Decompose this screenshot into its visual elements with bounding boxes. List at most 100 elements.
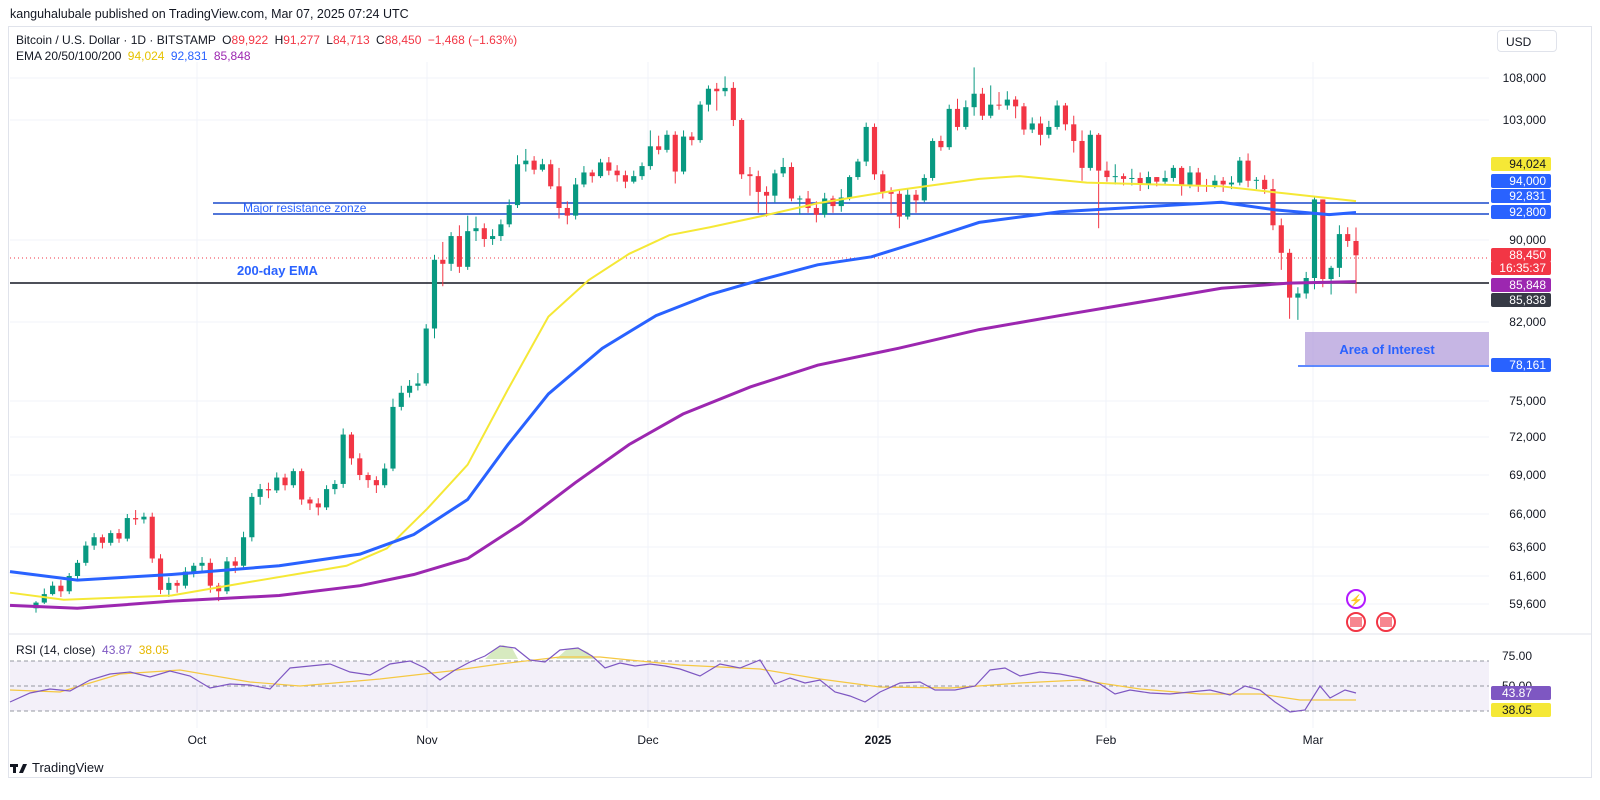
- candle-body: [855, 161, 861, 178]
- candle-body: [680, 136, 687, 172]
- candle-body: [780, 166, 786, 174]
- price-axis-label: 82,000: [1509, 315, 1546, 329]
- event-icons: ⚡: [1346, 589, 1396, 632]
- candle-body: [91, 537, 97, 546]
- price-tag-label: 16:35:37: [1499, 261, 1546, 275]
- candle-body: [149, 516, 155, 559]
- candle-body: [1253, 179, 1259, 181]
- symbol-name[interactable]: Bitcoin / U.S. Dollar · 1D · BITSTAMP: [16, 33, 216, 47]
- ema-value-3: 85,848: [213, 49, 251, 63]
- candle-body: [556, 186, 562, 208]
- candle-body: [1295, 293, 1301, 298]
- candle-body: [1353, 240, 1359, 256]
- candle-body: [1029, 123, 1035, 130]
- candle-body: [1278, 225, 1284, 253]
- candle-body: [191, 565, 197, 572]
- candle-body: [141, 516, 147, 520]
- candle-body: [390, 406, 396, 469]
- candle-body: [772, 173, 778, 196]
- ema-100-line: [9, 200, 1357, 582]
- time-axis-label: Oct: [188, 733, 207, 747]
- candle-body: [664, 134, 670, 150]
- candle-body: [589, 172, 595, 177]
- candle-body: [166, 582, 172, 590]
- candle-body: [1129, 177, 1135, 179]
- candle-body: [1336, 234, 1342, 268]
- candle-body: [506, 205, 512, 225]
- rsi-label[interactable]: RSI (14, close): [16, 643, 96, 657]
- candle-body: [1303, 278, 1309, 294]
- candle-body: [1187, 172, 1193, 185]
- candle-body: [656, 146, 662, 150]
- currency-selector[interactable]: USD: [1497, 30, 1557, 52]
- candle-body: [739, 120, 745, 175]
- candle-body: [1137, 177, 1143, 185]
- area-of-interest-box: [1305, 332, 1489, 365]
- price-tag: [1491, 261, 1551, 275]
- candle-body: [996, 104, 1002, 106]
- candle-body: [705, 88, 712, 105]
- price-axis-label: 61,600: [1509, 569, 1546, 583]
- ema-legend-label[interactable]: EMA 20/50/100/200: [16, 49, 122, 63]
- brand-text: TradingView: [32, 760, 104, 775]
- candle-body: [913, 194, 919, 201]
- candle-body: [1087, 134, 1093, 168]
- candle-body: [224, 561, 230, 592]
- candle-body: [788, 166, 795, 199]
- candle-body: [1311, 199, 1318, 279]
- chart-frame: [8, 26, 1592, 778]
- candle-body: [290, 471, 296, 486]
- candle-body: [340, 434, 346, 484]
- candle-body: [514, 164, 521, 206]
- rsi-ma-text: 38.05: [138, 643, 169, 657]
- candlesticks: [33, 67, 1359, 613]
- candle-body: [805, 198, 811, 208]
- candle-body: [240, 537, 247, 566]
- price-tag-label: 78,161: [1509, 358, 1546, 372]
- candle-body: [315, 503, 321, 508]
- candle-body: [332, 483, 338, 490]
- candle-body: [99, 537, 105, 543]
- candle-body: [896, 193, 902, 217]
- candle-body: [1062, 105, 1069, 125]
- ema-50-line: [9, 175, 1357, 601]
- price-tag: [1491, 157, 1551, 171]
- candle-body: [954, 108, 961, 127]
- price-tag-label: 85,848: [1509, 278, 1546, 292]
- price-axis: 108,000 103,000 90,000 82,000 75,000 72,000 69…: [1503, 71, 1547, 611]
- candle-body: [971, 93, 977, 108]
- candle-body: [307, 499, 313, 504]
- candle-body: [1013, 99, 1019, 107]
- candle-body: [1154, 177, 1160, 182]
- candle-body: [905, 194, 911, 217]
- price-tag: [1491, 248, 1551, 262]
- candle-body: [1228, 182, 1235, 185]
- candle-body: [1054, 105, 1060, 127]
- candle-body: [564, 207, 570, 216]
- candle-body: [963, 107, 969, 127]
- candle-body: [822, 198, 828, 215]
- candle-body: [639, 166, 645, 177]
- candle-body: [921, 177, 927, 201]
- candle-body: [116, 533, 122, 539]
- candle-body: [415, 383, 421, 386]
- candle-body: [473, 228, 479, 232]
- candle-body: [490, 236, 496, 240]
- price-axis-label: 66,000: [1509, 507, 1546, 521]
- candle-body: [265, 489, 272, 491]
- candle-body: [1320, 199, 1326, 280]
- price-tag-label: 85,838: [1509, 293, 1546, 307]
- rsi-ma-line: [9, 656, 1356, 701]
- candle-body: [373, 480, 379, 486]
- candle-body: [481, 228, 487, 240]
- candle-body: [1345, 234, 1351, 241]
- time-axis-label: Mar: [1303, 733, 1324, 747]
- candle-body: [257, 489, 263, 497]
- candle-body: [41, 594, 47, 603]
- price-axis-label: 72,000: [1509, 430, 1546, 444]
- candle-body: [1328, 267, 1334, 280]
- tradingview-logo[interactable]: TradingView: [10, 760, 104, 775]
- price-tag: [1491, 358, 1551, 372]
- high-label: H: [274, 33, 284, 47]
